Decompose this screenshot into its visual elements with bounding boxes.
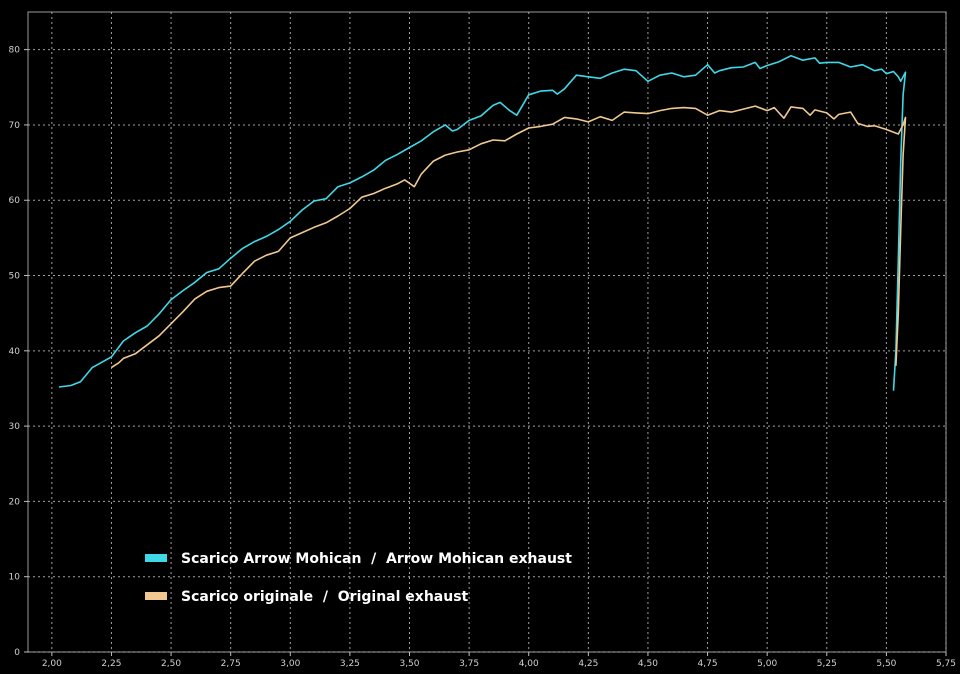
x-tick-label: 4,50 (638, 659, 658, 669)
x-tick-label: 3,00 (280, 659, 300, 669)
x-tick-label: 2,75 (221, 659, 241, 669)
x-tick-label: 3,75 (459, 659, 479, 669)
y-tick-label: 60 (9, 196, 21, 206)
x-tick-label: 5,00 (757, 659, 777, 669)
legend-label-1: Scarico Arrow Mohican / Arrow Mohican ex… (181, 551, 572, 567)
x-tick-label: 5,75 (936, 659, 956, 669)
x-axis: 2,00 2,25 2,50 2,75 3,00 3,25 3,50 3,75 4,00 4,25… (42, 652, 956, 669)
y-tick-label: 40 (9, 347, 21, 357)
x-tick-label: 5,50 (876, 659, 896, 669)
x-tick-label: 5,25 (817, 659, 837, 669)
grid (28, 12, 947, 653)
legend-label-2: Scarico originale / Original exhaust (181, 589, 469, 605)
y-tick-label: 80 (9, 46, 21, 56)
y-tick-label: 20 (9, 497, 21, 507)
series-line-1 (58, 54, 907, 391)
x-tick-label: 2,50 (161, 659, 181, 669)
series-group (58, 54, 907, 391)
y-tick-label: 0 (14, 648, 20, 658)
plot-area (27, 11, 947, 653)
x-tick-label: 3,50 (399, 659, 419, 669)
y-tick-label: 30 (9, 422, 21, 432)
legend-swatch-1 (145, 554, 167, 562)
y-tick-label: 70 (9, 121, 21, 131)
series-line-2 (111, 105, 907, 369)
y-tick-label: 50 (9, 272, 21, 282)
y-tick-label: 10 (9, 573, 21, 583)
x-tick-label: 3,25 (340, 659, 360, 669)
x-tick-label: 2,25 (101, 659, 121, 669)
x-tick-label: 4,75 (698, 659, 718, 669)
x-tick-label: 2,00 (42, 659, 62, 669)
x-tick-label: 4,25 (578, 659, 598, 669)
legend: Scarico Arrow Mohican / Arrow Mohican ex… (145, 551, 572, 605)
x-tick-label: 4,00 (519, 659, 539, 669)
y-axis: 0 10 20 30 40 50 60 70 80 (9, 46, 28, 658)
legend-swatch-2 (145, 592, 167, 600)
